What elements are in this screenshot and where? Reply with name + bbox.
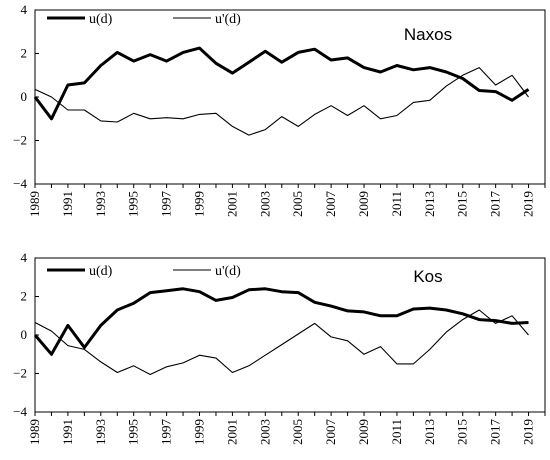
legend-label: u'(d) [215,264,241,279]
y-tick-label: −2 [13,133,27,148]
x-tick-label: 2003 [257,191,272,217]
x-tick-label: 1997 [159,191,174,218]
y-tick-label: 2 [21,289,28,304]
x-tick-label: 2009 [356,419,371,445]
series-line-u-d [33,287,529,356]
panel-title: Naxos [404,25,452,44]
x-tick-label: 1993 [93,419,108,445]
y-tick-label: −2 [13,366,27,381]
x-tick-label: 1989 [27,419,42,445]
x-tick-label: 2007 [323,419,338,446]
x-tick-label: 2009 [356,191,371,217]
x-tick-label: 1989 [27,191,42,217]
x-tick-label: 2017 [488,419,503,446]
legend-label: u(d) [89,12,113,27]
x-tick-label: 2019 [521,419,536,445]
x-tick-label: 2011 [389,191,404,217]
plot-frame [34,257,546,413]
x-tick-label: 2019 [521,191,536,217]
x-tick-label: 1995 [126,419,141,445]
x-tick-label: 2017 [488,191,503,218]
x-tick-label: 2001 [224,191,239,217]
x-tick-label: 1991 [60,419,75,445]
plot-frame [34,9,546,185]
x-tick-label: 2001 [224,419,239,445]
y-tick-label: 4 [21,2,28,17]
y-tick-label: 0 [21,327,28,342]
x-tick-label: 2011 [389,419,404,445]
panel-title: Kos [413,267,442,286]
x-tick-label: 1991 [60,191,75,217]
x-tick-label: 1993 [93,191,108,217]
x-tick-label: 1997 [159,419,174,446]
x-tick-label: 2013 [422,191,437,217]
x-tick-label: 2005 [290,191,305,217]
x-tick-label: 2007 [323,191,338,218]
x-tick-label: 2015 [455,419,470,445]
x-tick-label: 1999 [192,419,207,445]
y-tick-label: 0 [21,89,28,104]
y-tick-label: 2 [21,46,28,61]
series-line-u-d [33,46,530,121]
y-tick-label: −4 [13,176,27,191]
series-line-u-prime-d [34,67,529,136]
x-tick-label: 1995 [126,191,141,217]
y-tick-label: 4 [21,250,28,265]
legend-label: u(d) [89,264,113,279]
legend-label: u'(d) [215,12,241,27]
x-tick-label: 2005 [290,419,305,445]
x-tick-label: 2015 [455,191,470,217]
x-tick-label: 2003 [257,419,272,445]
x-tick-label: 1999 [192,191,207,217]
y-tick-label: −4 [13,404,27,419]
x-tick-label: 2013 [422,419,437,445]
series-line-u-prime-d [34,309,529,376]
